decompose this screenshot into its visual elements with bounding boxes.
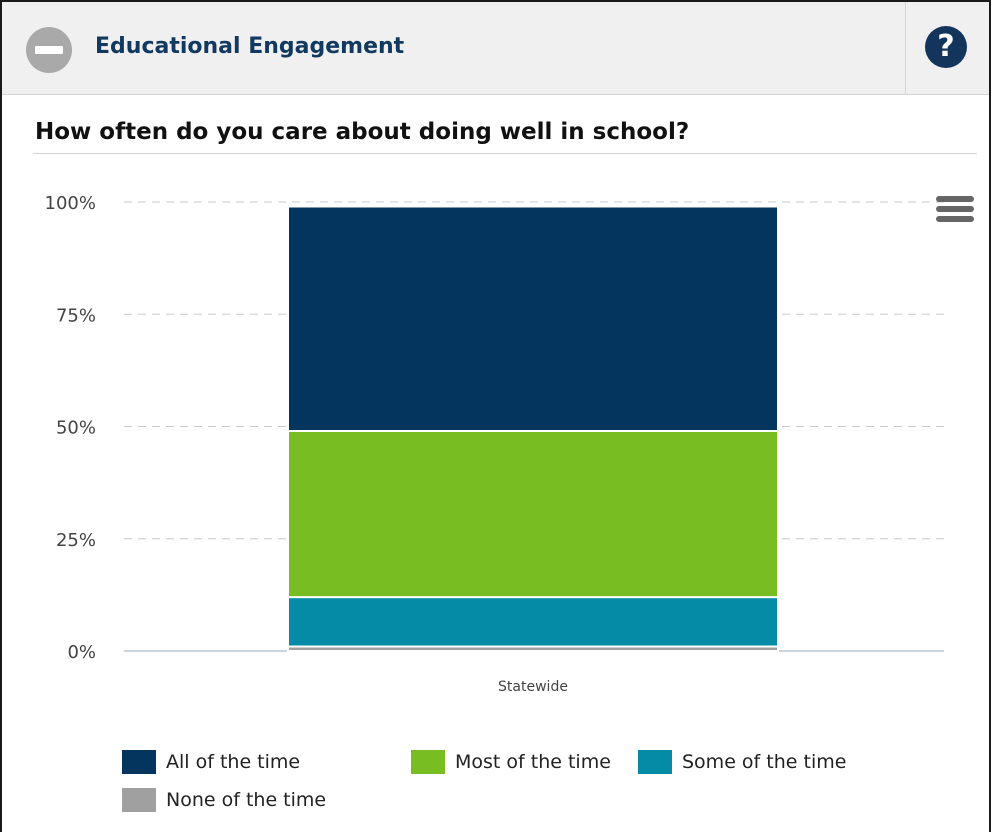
legend-label: Most of the time <box>455 751 611 773</box>
bar-segment-some-of-the-time[interactable] <box>287 596 779 648</box>
minus-circle-icon[interactable] <box>26 27 72 73</box>
legend-swatch <box>411 750 445 774</box>
x-category-label: Statewide <box>498 679 568 695</box>
legend-item-some[interactable]: Some of the time <box>638 750 846 774</box>
help-cell: ? <box>905 2 989 94</box>
legend-swatch <box>122 750 156 774</box>
question-circle-icon[interactable]: ? <box>925 26 967 68</box>
y-tick-label: 25% <box>56 530 96 551</box>
legend-item-none[interactable]: None of the time <box>122 788 326 812</box>
y-tick-label: 75% <box>56 305 96 326</box>
legend-label: All of the time <box>166 751 301 773</box>
legend-item-most[interactable]: Most of the time <box>411 750 611 774</box>
legend-item-all[interactable]: All of the time <box>122 750 300 774</box>
bar-segment-all-of-the-time[interactable] <box>287 205 779 432</box>
legend-label: None of the time <box>166 789 327 811</box>
y-tick-label: 100% <box>45 193 96 214</box>
bar-segment-most-of-the-time[interactable] <box>287 429 779 599</box>
y-tick-label: 50% <box>56 418 96 439</box>
title-divider <box>33 153 977 154</box>
y-tick-label: 0% <box>67 642 96 663</box>
panel-title: Educational Engagement <box>95 34 405 59</box>
panel-header: Educational Engagement ? <box>2 2 989 95</box>
legend-swatch <box>638 750 672 774</box>
stacked-bar-chart: 0% 25% 50% 75% 100% Statewide <box>45 193 974 695</box>
legend-swatch <box>122 788 156 812</box>
legend-label: Some of the time <box>682 751 847 773</box>
chart-title: How often do you care about doing well i… <box>35 119 690 145</box>
hamburger-menu-icon[interactable] <box>936 196 974 222</box>
